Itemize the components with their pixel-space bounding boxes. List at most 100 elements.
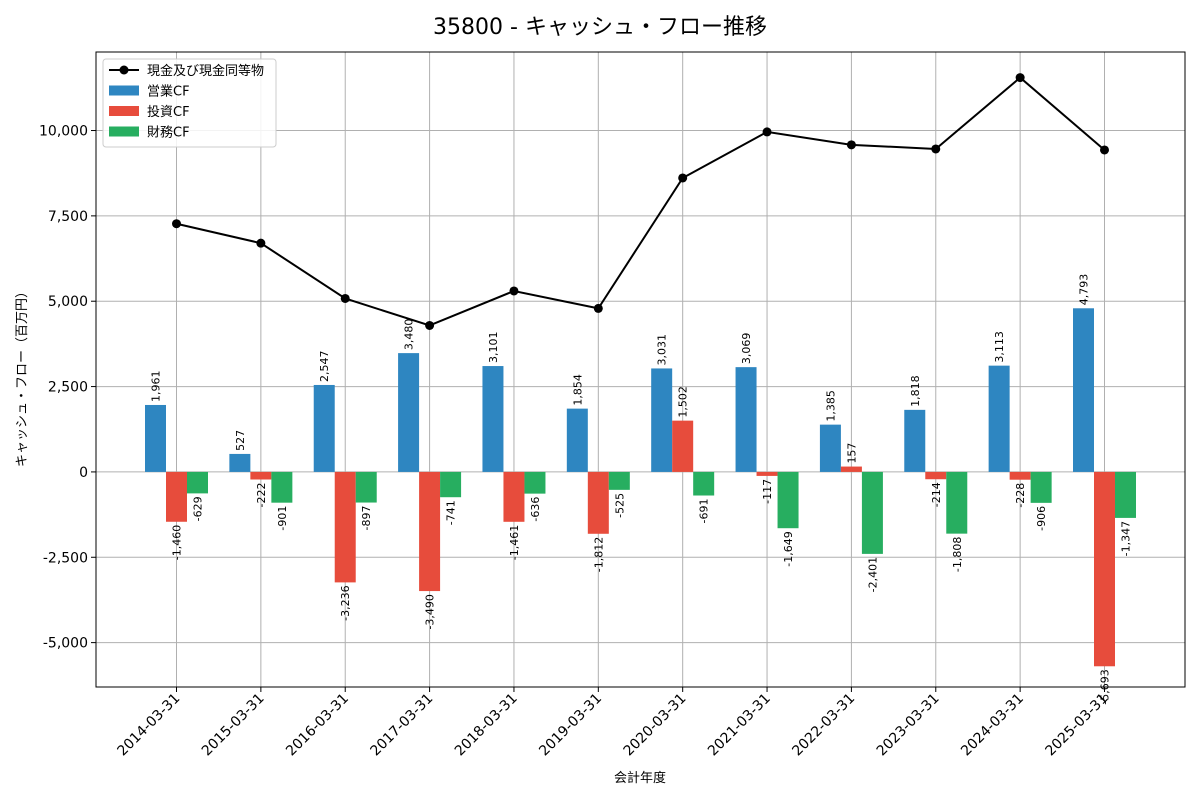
bar-value-label: -228 xyxy=(1014,483,1027,508)
bar xyxy=(271,471,293,503)
cash-line-point xyxy=(593,303,603,313)
bar xyxy=(840,466,862,472)
bar xyxy=(334,471,356,583)
bar xyxy=(419,471,441,592)
bar-value-label: 3,480 xyxy=(403,319,416,351)
bar xyxy=(946,471,968,534)
plot-frame xyxy=(95,51,1186,688)
y-tick-label: 5,000 xyxy=(48,294,88,310)
bar xyxy=(1115,471,1136,518)
bar-value-label: -117 xyxy=(761,479,774,504)
legend-bar-swatch xyxy=(109,106,139,116)
bar-value-label: -525 xyxy=(613,493,626,518)
bar xyxy=(861,471,883,554)
bar-value-label: 4,793 xyxy=(1078,274,1091,306)
cash-line-point xyxy=(509,286,519,296)
cash-line-point xyxy=(678,173,688,183)
bar-value-label: -1,812 xyxy=(592,537,605,572)
cash-line-point xyxy=(846,140,856,150)
legend-entry-label: 投資CF xyxy=(147,104,190,120)
bar-value-label: 1,502 xyxy=(677,386,690,418)
axes: -5,000 -2,500 0 2,500 5,000 7,500 10,000 2014-0… xyxy=(39,51,1186,760)
bar-value-label: -636 xyxy=(529,497,542,522)
cash-line-point xyxy=(340,293,350,303)
chart-title: 35800 - キャッシュ・フロー推移 xyxy=(433,15,767,40)
bar xyxy=(819,424,841,472)
bar-value-label: -629 xyxy=(192,496,205,521)
bar xyxy=(1009,471,1031,480)
cash-line-point xyxy=(1100,145,1109,155)
bar xyxy=(503,471,525,522)
x-tick-label: 2020-03-31 xyxy=(621,691,690,760)
bar-value-label: -1,347 xyxy=(1120,521,1133,556)
bar xyxy=(145,404,166,472)
bar-value-label: -901 xyxy=(276,506,289,531)
legend-entry-label: 現金及び現金同等物 xyxy=(147,63,264,79)
x-tick-label: 2018-03-31 xyxy=(452,691,521,760)
bar-value-label: 1,818 xyxy=(909,375,922,407)
legend-box xyxy=(102,58,277,148)
cash-line-point xyxy=(172,219,181,229)
bar xyxy=(566,408,588,472)
x-tick-label: 2023-03-31 xyxy=(874,691,943,760)
bar-value-label: -897 xyxy=(360,506,373,531)
bar-value-label: -3,490 xyxy=(424,594,437,629)
bar xyxy=(313,384,335,472)
bar xyxy=(1030,471,1052,503)
x-tick-label: 2017-03-31 xyxy=(368,691,437,760)
cash-line-point xyxy=(256,238,266,248)
legend-point-swatch xyxy=(119,65,129,75)
bar xyxy=(608,471,630,490)
bar-value-label: 1,385 xyxy=(824,390,837,422)
cash-line-point xyxy=(425,320,435,330)
bar-value-label: -691 xyxy=(698,499,711,524)
bar-value-label: 3,113 xyxy=(993,331,1006,363)
bar xyxy=(904,409,926,472)
bar-value-label: -1,808 xyxy=(951,537,964,572)
y-tick-label: 0 xyxy=(79,465,88,481)
bar xyxy=(651,368,673,472)
bar-value-label: 1,961 xyxy=(150,370,163,402)
bar xyxy=(524,471,546,494)
legend-bar-swatch xyxy=(109,126,139,137)
x-tick-label: 2014-03-31 xyxy=(114,691,183,760)
bar-value-label: -1,649 xyxy=(782,531,795,566)
bar-value-label: -3,236 xyxy=(339,585,352,620)
legend-entry-label: 財務CF xyxy=(147,126,190,141)
y-tick-label: 10,000 xyxy=(39,124,88,140)
bar xyxy=(482,366,504,472)
bar xyxy=(398,353,420,472)
legend-bar-swatch xyxy=(109,85,139,96)
bar xyxy=(672,420,694,472)
bar xyxy=(229,453,251,472)
bar xyxy=(166,471,187,522)
x-tick-label: 2022-03-31 xyxy=(789,691,858,760)
y-axis-label: キャッシュ・フロー（百万円） xyxy=(15,285,30,467)
bar-value-label: -906 xyxy=(1035,506,1048,531)
y-tick-label: -5,000 xyxy=(43,636,88,652)
bar-value-label: 3,031 xyxy=(656,334,669,366)
y-tick-label: -2,500 xyxy=(43,550,88,566)
bar xyxy=(1094,471,1115,667)
x-tick-label: 2016-03-31 xyxy=(283,691,352,760)
bar-value-label: 3,069 xyxy=(740,333,753,365)
bar-value-label: -2,401 xyxy=(866,557,879,592)
x-tick-label: 2019-03-31 xyxy=(536,691,605,760)
bar xyxy=(735,367,757,472)
bar-value-label: 157 xyxy=(845,443,858,464)
x-tick-label: 2015-03-31 xyxy=(199,691,268,760)
bar-value-label: 2,547 xyxy=(318,350,331,382)
legend-entry-label: 営業CF xyxy=(147,84,190,100)
x-tick-label: 2021-03-31 xyxy=(705,691,774,760)
bar-value-label: -741 xyxy=(445,500,458,525)
x-tick-label: 2025-03-31 xyxy=(1042,691,1111,760)
bar-value-labels: 1,961 527 2,547 3,480 3,101 1,854 3,031 3,069 1,… xyxy=(150,274,1133,705)
bar-value-label: 3,101 xyxy=(487,332,500,364)
cash-line-path xyxy=(176,76,1106,327)
bar xyxy=(440,471,462,498)
bar-value-label: -222 xyxy=(255,482,268,507)
bar-value-label: -1,460 xyxy=(171,525,184,560)
